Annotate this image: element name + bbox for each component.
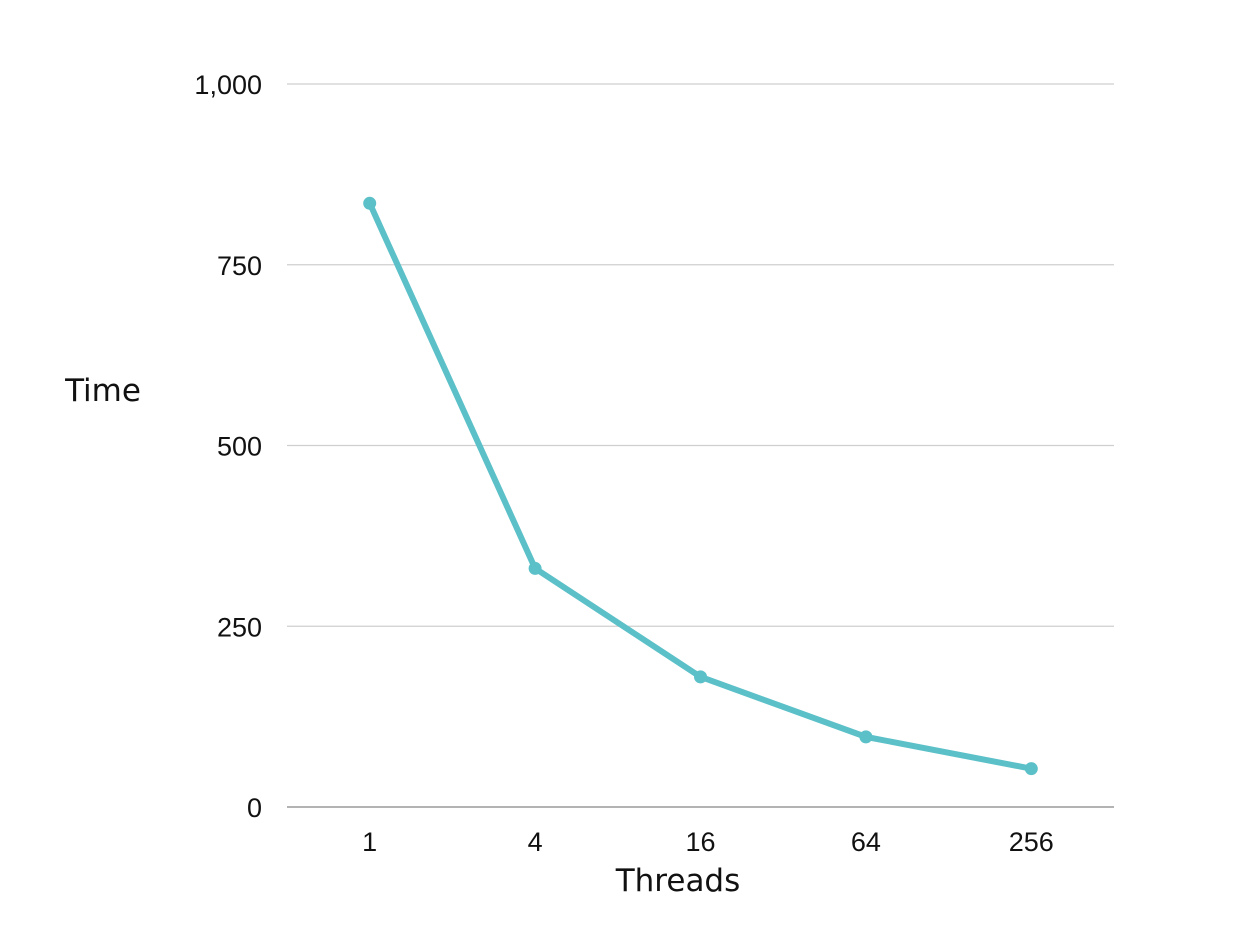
x-tick-label: 256 xyxy=(1009,827,1054,857)
y-tick-label: 0 xyxy=(247,793,262,823)
x-axis-ticks: 1 4 16 64 256 xyxy=(362,827,1054,857)
y-tick-label: 1,000 xyxy=(194,70,262,100)
x-tick-label: 64 xyxy=(851,827,881,857)
series-line xyxy=(366,200,1035,772)
y-axis-ticks: 0 250 500 750 1,000 xyxy=(194,70,262,823)
y-tick-label: 750 xyxy=(217,251,262,281)
x-tick-label: 1 xyxy=(362,827,377,857)
data-point xyxy=(528,561,542,575)
y-tick-label: 250 xyxy=(217,612,262,642)
data-point xyxy=(694,670,707,684)
x-tick-label: 4 xyxy=(528,827,543,857)
data-point xyxy=(1024,762,1038,776)
y-axis-title: Time xyxy=(64,373,141,409)
gridlines xyxy=(287,83,1114,808)
x-axis-title: Threads xyxy=(615,863,741,899)
data-point xyxy=(363,196,377,210)
data-point xyxy=(859,730,873,744)
series-time xyxy=(363,196,1038,776)
x-tick-label: 16 xyxy=(685,827,715,857)
y-tick-label: 500 xyxy=(217,432,262,462)
